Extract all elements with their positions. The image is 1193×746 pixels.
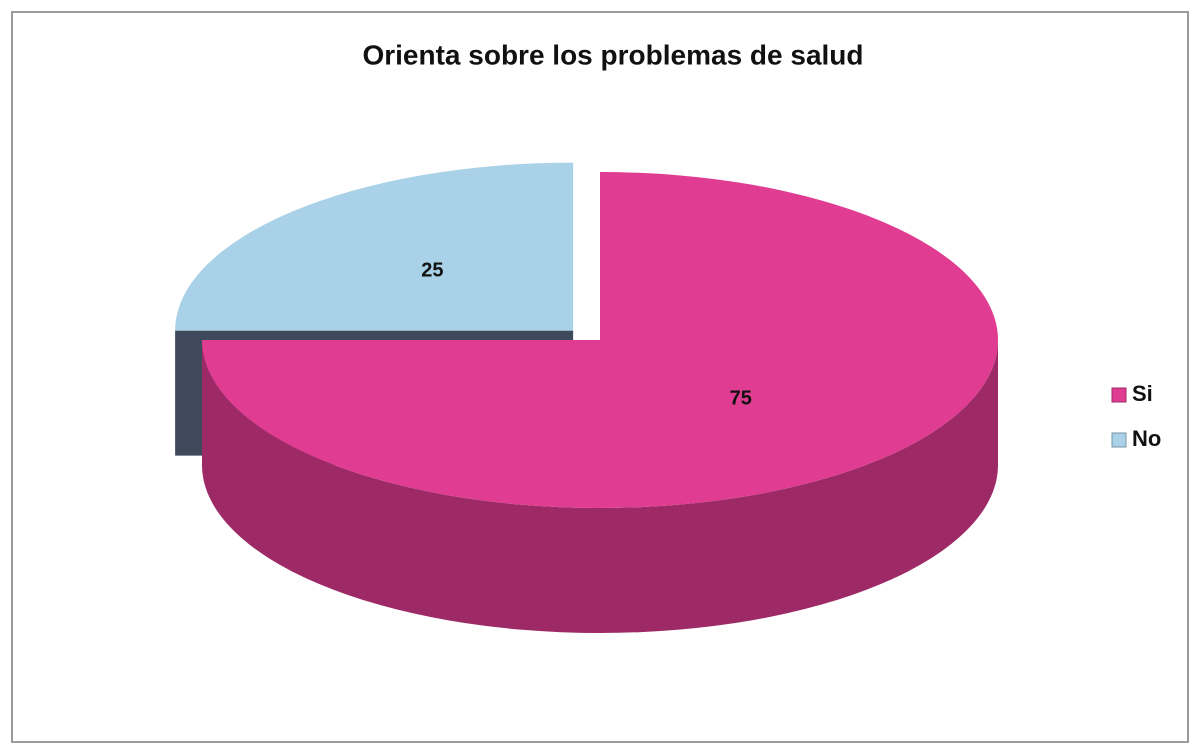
slice-side xyxy=(202,340,998,633)
slice xyxy=(175,162,574,331)
chart-title: Orienta sobre los problemas de salud xyxy=(362,39,863,70)
legend-swatch xyxy=(1111,387,1127,403)
slice xyxy=(202,172,998,508)
data-label: 25 xyxy=(421,259,443,281)
legend-swatch xyxy=(1111,432,1127,448)
legend-label: No xyxy=(1132,426,1161,451)
data-label: 75 xyxy=(730,388,752,410)
legend-label: Si xyxy=(1132,381,1153,406)
